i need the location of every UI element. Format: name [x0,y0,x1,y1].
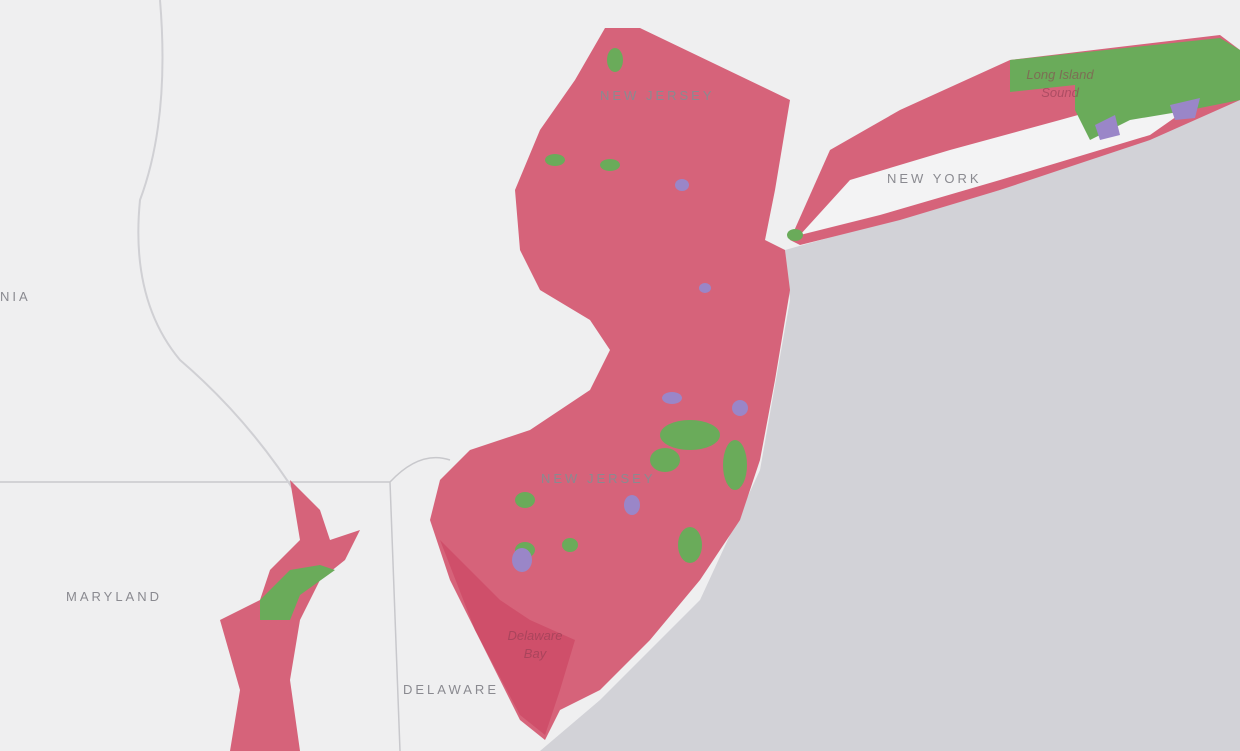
long-island-green [1010,38,1240,140]
label-pennsylvania: NIA [0,289,31,304]
ocean [540,100,1240,751]
green-areas [515,48,803,563]
delaware-bay [440,540,575,735]
river [137,0,301,501]
label-new-jersey-north: NEW JERSEY [600,88,715,103]
label-maryland: MARYLAND [66,589,163,604]
label-delaware: DELAWARE [403,682,499,697]
label-long-island-sound: Long Island Sound [1026,67,1094,100]
chesapeake-green [260,565,335,620]
state-border [0,456,451,751]
label-delaware-bay: Delaware Bay [507,628,563,661]
long-island-purple [1095,98,1200,140]
purple-areas [512,179,748,572]
label-new-jersey-south: NEW JERSEY [541,471,656,486]
label-new-york: NEW YORK [887,171,982,186]
